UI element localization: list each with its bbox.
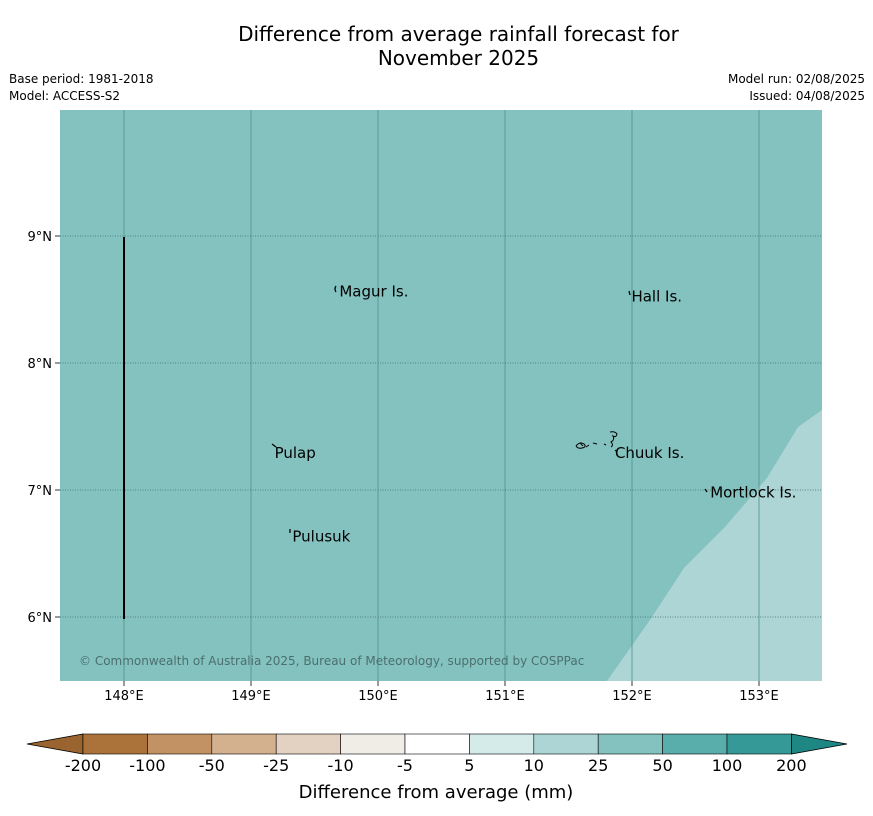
place-label: Pulap (275, 444, 316, 462)
colorbar (26, 733, 848, 755)
title-line-1: Difference from average rainfall forecas… (238, 22, 679, 46)
longitude-labels: 148°E 149°E 150°E 151°E 152°E 153°E (104, 681, 779, 704)
lat-tick-label: 6°N (28, 611, 53, 626)
lat-tick-label: 7°N (28, 484, 53, 499)
lon-tick-label: 149°E (231, 689, 271, 704)
colorbar-tick-label: -5 (397, 756, 413, 775)
colorbar-segment (147, 733, 213, 755)
rainfall-region-10-25 (607, 410, 822, 681)
base-period: Base period: 1981-2018 (9, 72, 154, 86)
colorbar-title: Difference from average (mm) (299, 782, 574, 803)
island-pulap (271, 443, 277, 448)
lon-tick-label: 148°E (104, 689, 144, 704)
place-label: Mortlock Is. (710, 483, 796, 501)
colorbar-tick-label: -100 (129, 756, 165, 775)
place-labels: Magur Is. Hall Is. Pulap Chuuk Is. Mortlock … (275, 283, 797, 546)
colorbar-labels: -200 -100 -50 -25 -10 -5 5 10 25 50 100 200 (65, 756, 807, 775)
colorbar-extend-high (791, 733, 848, 755)
place-label: Chuuk Is. (615, 444, 684, 462)
island-hall (628, 290, 631, 296)
copyright-text: © Commonwealth of Australia 2025, Bureau… (79, 654, 584, 668)
island-chuuk (575, 431, 618, 453)
latitude-labels: 9°N 8°N 7°N 6°N (28, 230, 60, 626)
island-mortlock (704, 488, 708, 493)
colorbar-tick-label: 25 (588, 756, 608, 775)
lon-tick-label: 150°E (358, 689, 398, 704)
island-magur (334, 285, 337, 293)
colorbar-extend-low (26, 733, 84, 755)
issued-date: Issued: 04/08/2025 (749, 89, 865, 103)
colorbar-tick-label: 50 (652, 756, 672, 775)
meta-left: Base period: 1981-2018 Model: ACCESS-S2 (9, 71, 154, 105)
colorbar-segment (662, 733, 728, 755)
place-label: Pulusuk (292, 528, 350, 546)
map-title: Difference from average rainfall forecas… (0, 22, 873, 70)
colorbar-tick-label: 5 (464, 756, 474, 775)
colorbar-tick-label: 200 (776, 756, 807, 775)
colorbar-segment (469, 733, 535, 755)
colorbar-segment (533, 733, 599, 755)
lon-tick-label: 153°E (739, 689, 779, 704)
colorbar-tick-label: -200 (65, 756, 101, 775)
colorbar-tick-label: -25 (263, 756, 289, 775)
colorbar-segment (82, 733, 148, 755)
colorbar-segment (211, 733, 277, 755)
colorbar-segment (340, 733, 406, 755)
lon-tick-label: 151°E (485, 689, 525, 704)
islands (271, 285, 708, 533)
colorbar-segment (597, 733, 663, 755)
colorbar-tick-label: 10 (524, 756, 544, 775)
meta-right: Model run: 02/08/2025 Issued: 04/08/2025 (728, 71, 865, 105)
colorbar-segment (726, 733, 792, 755)
colorbar-tick-label: -10 (328, 756, 354, 775)
colorbar-tick-label: -50 (199, 756, 225, 775)
colorbar-segment (275, 733, 341, 755)
model-run: Model run: 02/08/2025 (727, 72, 865, 86)
title-line-2: November 2025 (377, 46, 540, 70)
lat-tick-label: 9°N (28, 230, 53, 245)
colorbar-tick-label: 100 (712, 756, 743, 775)
map-panel: Magur Is. Hall Is. Pulap Chuuk Is. Mortlock … (60, 110, 822, 681)
model-name: Model: ACCESS-S2 (9, 89, 121, 103)
place-label: Hall Is. (631, 288, 682, 306)
lat-tick-label: 8°N (28, 357, 53, 372)
colorbar-segment (404, 733, 470, 755)
lon-tick-label: 152°E (612, 689, 652, 704)
place-label: Magur Is. (339, 283, 408, 301)
